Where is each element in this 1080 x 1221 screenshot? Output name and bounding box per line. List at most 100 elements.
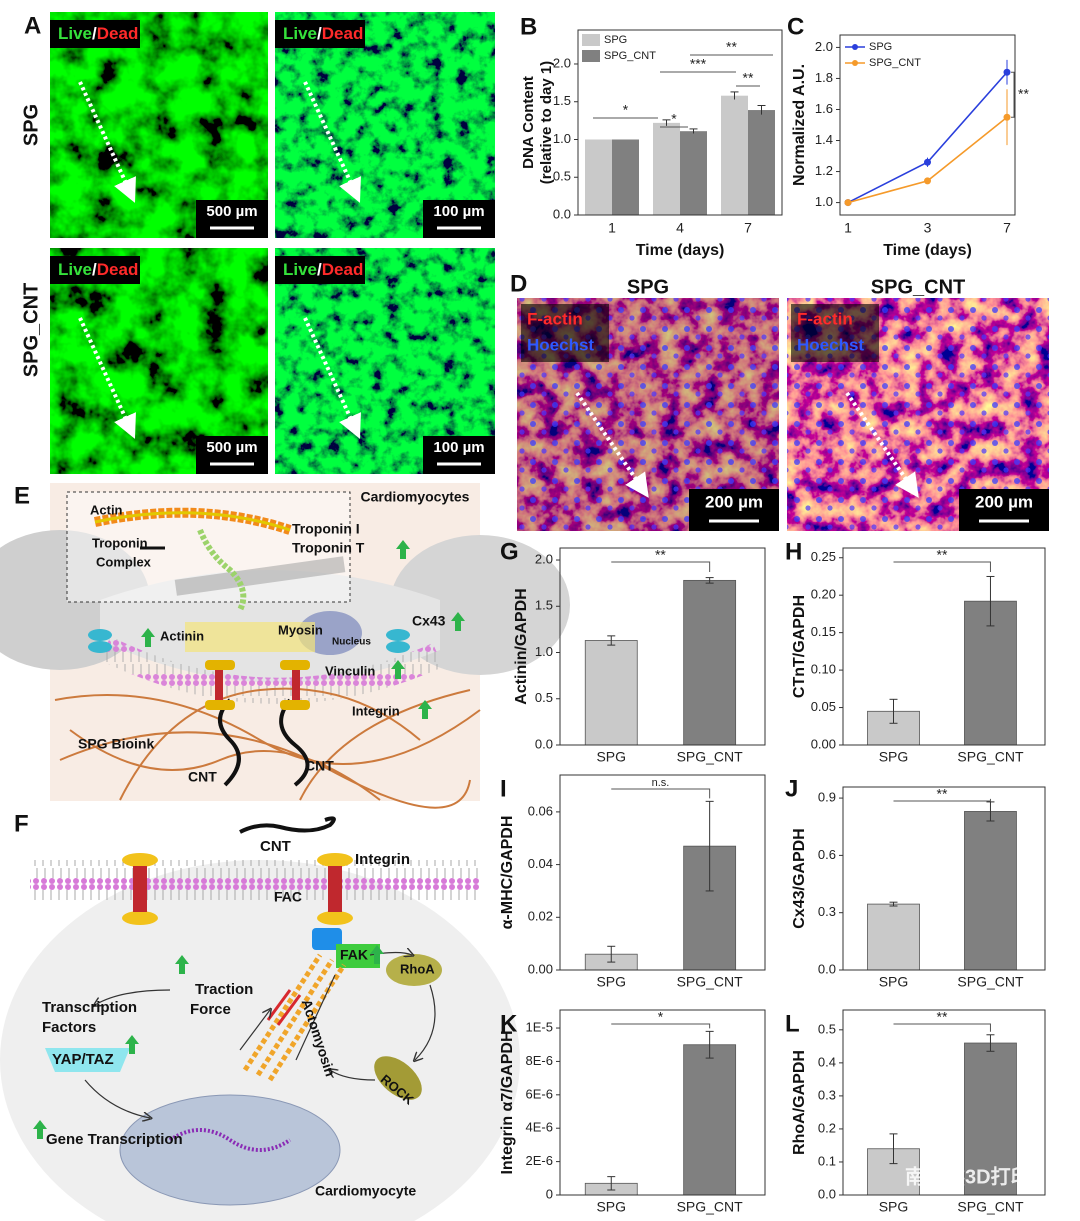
diagram-label: Complex [96,554,152,569]
green-arrow [370,945,384,964]
green-arrow [451,612,465,631]
y-axis-label: CTnT/GAPDH [791,595,808,698]
y-tick-label: 6E-6 [526,1086,553,1101]
stain-label: Live/Dead [58,24,138,43]
panel-label: C [787,13,804,40]
stain-text: Dead [97,260,139,279]
stain-text: Live [283,24,317,43]
x-tick-label: SPG_CNT [677,749,744,765]
significance-label: ** [726,39,737,55]
y-tick-label: 0.04 [528,856,553,871]
direction-arrow [78,81,136,203]
y-tick-label: 1.6 [815,101,833,116]
y-tick-label: 1.0 [815,194,833,209]
stain-box [521,304,609,362]
point [924,177,931,185]
y-tick-label: 0.00 [528,961,553,976]
x-tick-label: SPG [879,1199,909,1215]
green-arrow [418,700,432,719]
green-arrow [141,628,155,647]
x-tick-label: 1 [844,220,852,236]
y-tick-label: 1.5 [535,598,553,613]
bar [721,95,748,215]
diagram-label: Cardiomyocyte [315,1183,416,1199]
green-arrow [391,660,405,679]
row-label: SPG [20,104,42,146]
panel-label: G [500,538,519,565]
diagram-label: Actin [90,502,123,517]
stain-label: F-actin [797,309,853,328]
y-tick-label: 0.25 [811,549,836,564]
plot-frame [839,34,1016,216]
diagram-label: SPG Bioink [78,736,154,752]
y-tick-label: 2E-6 [526,1153,553,1168]
diagram-label: YAP/TAZ [52,1051,114,1068]
legend-marker [852,60,858,66]
stain-box [50,256,140,284]
panel-label: L [785,1010,800,1037]
significance-bracket [1011,71,1015,118]
y-tick-label: 0.10 [811,662,836,677]
significance-label: n.s. [652,777,670,789]
plot-frame [577,29,783,216]
stain-label: F-actin [527,309,583,328]
bar [683,579,737,746]
x-tick-label: 7 [1003,220,1011,236]
point [924,158,931,166]
stain-text: / [317,24,322,43]
y-tick-label: 0.6 [818,847,836,862]
x-tick-label: SPG [596,749,626,765]
scale-box [196,436,268,474]
scale-box [689,489,779,531]
stain-text: Dead [322,24,364,43]
diagram-label: Factors [42,1019,96,1036]
bar [653,122,680,215]
panel-f-diagram [0,816,520,1221]
row-label: SPG_CNT [20,283,42,377]
significance-label: ** [1018,85,1029,101]
y-axis-label: RhoA/GAPDH [791,1050,808,1155]
stain-label: Live/Dead [58,260,138,279]
x-tick-label: SPG_CNT [957,974,1024,990]
significance-bracket [611,561,711,572]
panel-label: I [500,775,507,802]
watermark: 南极熊3D打印 [905,1164,1031,1188]
scale-bar-label: 200 µm [975,492,1033,511]
y-tick-label: 0.02 [528,909,553,924]
plot-frame [559,547,766,746]
y-tick-label: 4E-6 [526,1120,553,1135]
direction-arrow [303,317,361,439]
x-tick-label: SPG_CNT [677,1199,744,1215]
y-tick-label: 2.0 [815,39,833,54]
y-tick-label: 0.9 [818,790,836,805]
diagram-label: Force [190,1001,231,1018]
panel-label: J [785,775,798,802]
plot-frame [559,1009,766,1196]
y-tick-label: 0.3 [818,1087,836,1102]
diagram-label: RhoA [400,961,435,976]
stain-text: / [92,24,97,43]
panel-label: B [520,13,537,40]
legend-label: SPG_CNT [604,50,656,62]
y-tick-label: 0.2 [818,1120,836,1135]
plot-frame [842,547,1046,746]
diagram-label: Gene Transcription [46,1131,183,1148]
y-tick-label: 1.0 [535,644,553,659]
scale-box [423,200,495,238]
y-tick-label: 0.06 [528,803,553,818]
direction-arrow [845,391,919,498]
green-arrow [33,1120,47,1139]
stain-box [275,256,365,284]
scale-bar-label: 100 µm [433,203,484,220]
panel-label: F [14,810,29,837]
significance-label: ** [655,547,666,563]
y-tick-label: 0.05 [811,699,836,714]
diagram-label: Transcription [42,999,137,1016]
y-tick-label: 1.4 [815,132,833,147]
diagram-label: Cardiomyocytes [361,489,470,505]
diagram-label: Troponin [92,535,148,550]
diagram-label: FAK [340,947,368,963]
panel-label: A [24,12,41,39]
direction-arrow [78,317,136,439]
